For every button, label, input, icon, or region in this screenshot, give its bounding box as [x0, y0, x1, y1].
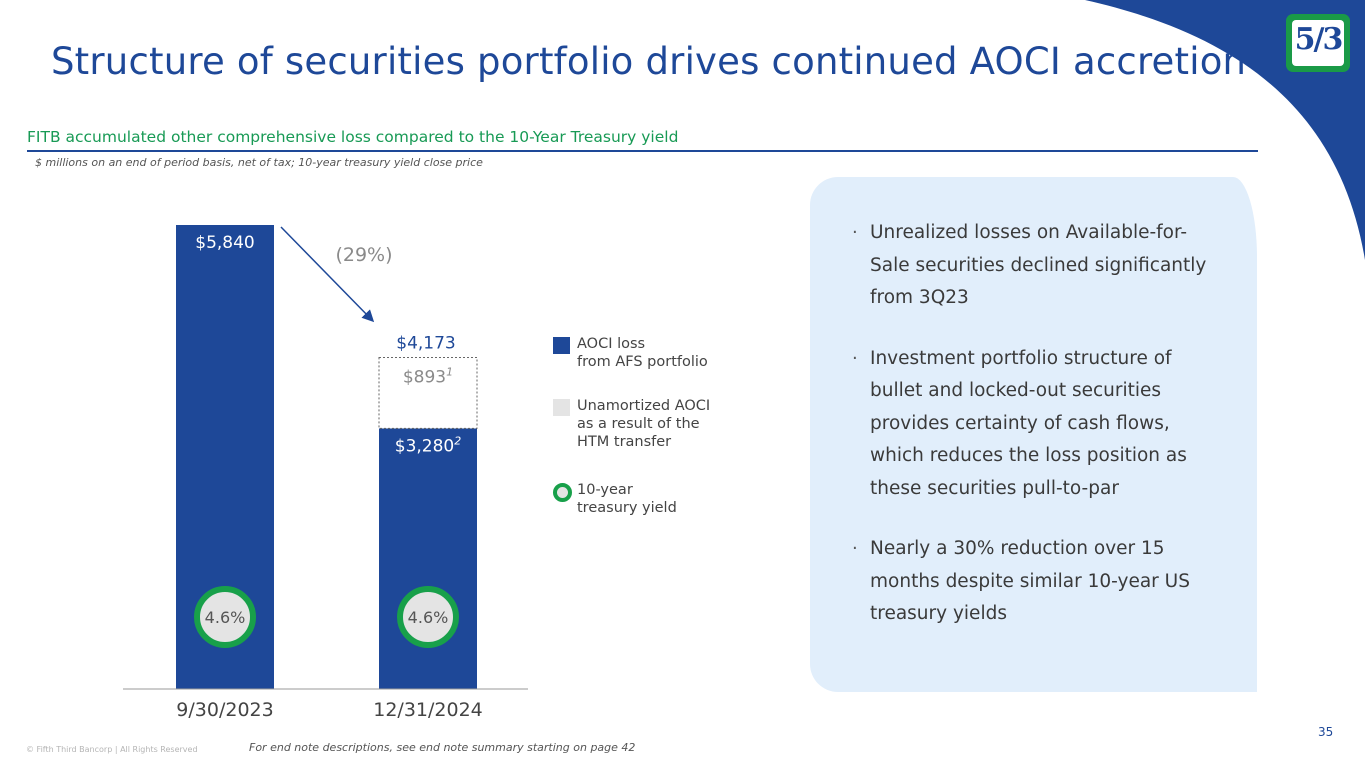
bullet-dot-icon: ·	[852, 538, 858, 559]
yield-marker	[397, 586, 459, 648]
chart-subtitle: FITB accumulated other comprehensive los…	[27, 128, 679, 146]
bullet-item: · Investment portfolio structure of bulle…	[852, 343, 1222, 506]
data-label-afs: $3,2802	[395, 434, 461, 456]
change-arrow	[280, 226, 375, 323]
logo-text: 5/3	[1294, 22, 1344, 57]
legend-swatch-htm	[553, 399, 570, 416]
yield-marker	[194, 586, 256, 648]
bullet-item: · Nearly a 30% reduction over 15 months d…	[852, 533, 1222, 631]
units-note: $ millions on an end of period basis, ne…	[35, 156, 483, 169]
fifth-third-logo: 5/3	[1286, 14, 1350, 72]
legend-label-afs: AOCI loss from AFS portfolio	[577, 336, 708, 370]
bar-htm	[378, 356, 478, 429]
endnote-text: For end note descriptions, see end note …	[249, 741, 636, 754]
legend-label-yield: 10-year treasury yield	[577, 482, 677, 516]
x-tick-label: 9/30/2023	[176, 699, 273, 721]
yield-label: 4.6%	[205, 608, 246, 627]
bullet-dot-icon: ·	[852, 222, 858, 243]
yield-label: 4.6%	[408, 608, 449, 627]
legend-label-htm: Unamortized AOCI as a result of the HTM …	[577, 398, 711, 450]
copyright-text: © Fifth Third Bancorp | All Rights Reser…	[26, 745, 198, 754]
change-label: (29%)	[335, 244, 392, 266]
bar-afs	[379, 428, 477, 689]
page-title: Structure of securities portfolio drives…	[51, 40, 1247, 83]
bullet-dot-icon: ·	[852, 347, 858, 369]
legend-swatch-afs	[553, 337, 570, 354]
commentary-bullets: · Unrealized losses on Available-for-Sale…	[852, 217, 1222, 659]
legend-ring-icon	[553, 483, 572, 502]
subtitle-divider	[27, 150, 1258, 152]
data-label-htm: $8931	[403, 365, 453, 387]
data-label-total: $4,173	[396, 333, 455, 353]
data-label-afs: $5,840	[195, 233, 254, 253]
commentary-panel	[810, 177, 1257, 692]
page-number: 35	[1318, 725, 1334, 739]
bullet-item: · Unrealized losses on Available-for-Sale…	[852, 217, 1222, 315]
x-tick-label: 12/31/2024	[373, 699, 483, 721]
